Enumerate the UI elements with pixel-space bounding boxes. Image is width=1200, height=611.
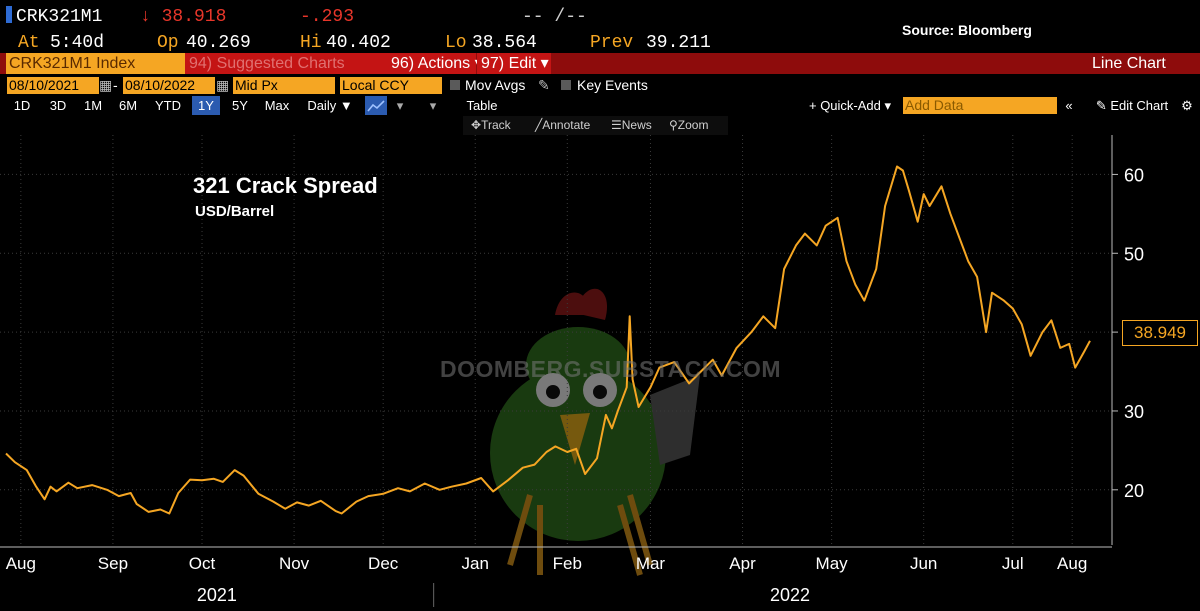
x-tick-label: Feb [553,554,582,573]
date-dash: - [113,77,118,93]
chevron-down-icon[interactable]: ▾ [429,98,437,113]
ticker-marker [6,6,12,23]
range-1m[interactable]: 1M [83,98,103,113]
line-chart-icon[interactable] [365,96,387,115]
source-label: Source: Bloomberg [902,22,1032,38]
y-tick-label: 60 [1124,165,1144,185]
quick-add-button[interactable]: + Quick-Add ▾ [808,98,892,113]
high-value: 40.402 [326,33,391,53]
high-label: Hi [300,33,322,53]
annotate-tool[interactable]: ╱ Annotate [535,116,590,135]
edit-menu[interactable]: 97) Edit ▾ [477,53,551,74]
date-range-row: 08/10/2021 ▦ - 08/10/2022 ▦ Mid Px Local… [0,76,1200,95]
x-tick-label: Jun [910,554,937,573]
ticker-symbol[interactable]: CRK321M1 [16,7,103,27]
last-value-badge: 38.949 [1122,320,1198,346]
track-tool[interactable]: ✥ Track [471,116,511,135]
tick-labels: 2030405060AugSepOctNovDecJanFebMarAprMay… [6,165,1144,605]
command-bar: CRK321M1 Index 94) Suggested Charts 96) … [0,53,1200,74]
zoom-label: Zoom [677,118,709,132]
range-1d[interactable]: 1D [13,98,31,113]
range-3d[interactable]: 3D [49,98,67,113]
add-data-input[interactable]: Add Data [903,97,1057,114]
annotate-label: Annotate [542,118,591,132]
security-field[interactable]: CRK321M1 Index [6,53,185,74]
zoom-tool[interactable]: ⚲ Zoom [669,116,708,135]
mov-avgs-checkbox[interactable] [450,80,460,90]
y-tick-label: 20 [1124,481,1144,501]
gridlines [0,135,1112,545]
news-label: News [621,118,652,132]
price-change: -.293 [300,7,355,27]
actions-menu[interactable]: 96) Actions ▾ [387,53,483,74]
chart-type-label[interactable]: Line Chart [1092,55,1166,72]
suggested-charts-button[interactable]: 94) Suggested Charts [185,53,387,74]
end-date-field[interactable]: 08/10/2022 [123,77,215,94]
axes [0,135,1118,607]
currency-select[interactable]: Local CCY [340,77,442,94]
prev-label: Prev [590,33,634,53]
x-tick-label: Mar [636,554,666,573]
gear-icon[interactable]: ⚙ [1181,98,1193,113]
at-value: 5:40d [50,33,105,53]
quote-line-2: At 5:40d Op 40.269 Hi 40.402 Lo 38.564 P… [0,31,900,57]
bid-ask: -- /-- [522,7,587,27]
range-max[interactable]: Max [264,98,290,113]
range-1y[interactable]: 1Y [192,96,220,115]
at-label: At [18,33,40,53]
chart-tool-row: ✥ Track ╱ Annotate ☰ News ⚲ Zoom [463,116,728,135]
range-6m[interactable]: 6M [118,98,138,113]
x-tick-label: Jan [462,554,489,573]
table-button[interactable]: Table [466,98,498,113]
price-field-select[interactable]: Mid Px [233,77,335,94]
quote-line-1: CRK321M1 ↓ 38.918 -.293 -- /-- [0,5,1200,31]
x-tick-label: May [816,554,849,573]
x-tick-label: Dec [368,554,399,573]
last-price: ↓ 38.918 [140,7,227,27]
open-value: 40.269 [186,33,251,53]
x-tick-label: Jul [1002,554,1024,573]
calendar-icon[interactable]: ▦ [99,77,113,93]
pencil-icon: ✎ [1095,98,1107,113]
x-tick-label: Aug [1057,554,1087,573]
news-tool[interactable]: ☰ News [611,116,652,135]
range-row: 1D 3D 1M 6M YTD 1Y 5Y Max Daily ▼ ▾ ▾ Ta… [0,96,1200,115]
chevron-down-icon[interactable]: ▾ [396,98,404,113]
mov-avgs-label: Mov Avgs [465,77,526,93]
series-group [5,165,1091,515]
y-tick-label: 30 [1124,402,1144,422]
x-tick-label: Apr [729,554,756,573]
start-date-field[interactable]: 08/10/2021 [7,77,99,94]
crack-spread-line [5,165,1091,515]
collapse-icon[interactable]: « [1065,98,1073,113]
year-label: 2022 [770,585,810,605]
pencil-icon[interactable]: ✎ [538,77,550,93]
x-tick-label: Aug [6,554,36,573]
y-tick-label: 50 [1124,244,1144,264]
key-events-label: Key Events [577,77,648,93]
low-label: Lo [445,33,467,53]
prev-value: 39.211 [646,33,711,53]
watermark-text: DOOMBERG.SUBSTACK.COM [440,356,782,382]
calendar-icon[interactable]: ▦ [216,77,230,93]
chart-title: 321 Crack Spread [193,173,378,198]
frequency-select[interactable]: Daily ▼ [307,98,353,113]
range-ytd[interactable]: YTD [155,98,181,113]
crack-spread-chart[interactable]: 2030405060AugSepOctNovDecJanFebMarAprMay… [0,135,1200,611]
key-events-checkbox[interactable] [561,80,571,90]
chart-subtitle: USD/Barrel [195,203,275,220]
x-tick-label: Sep [98,554,128,573]
range-5y[interactable]: 5Y [232,98,248,113]
track-label: Track [481,118,511,132]
year-label: 2021 [197,585,237,605]
open-label: Op [157,33,179,53]
low-value: 38.564 [472,33,537,53]
x-tick-label: Oct [189,554,216,573]
edit-chart-button[interactable]: ✎ Edit Chart [1082,96,1182,115]
edit-chart-label: Edit Chart [1110,98,1169,113]
x-tick-label: Nov [279,554,310,573]
